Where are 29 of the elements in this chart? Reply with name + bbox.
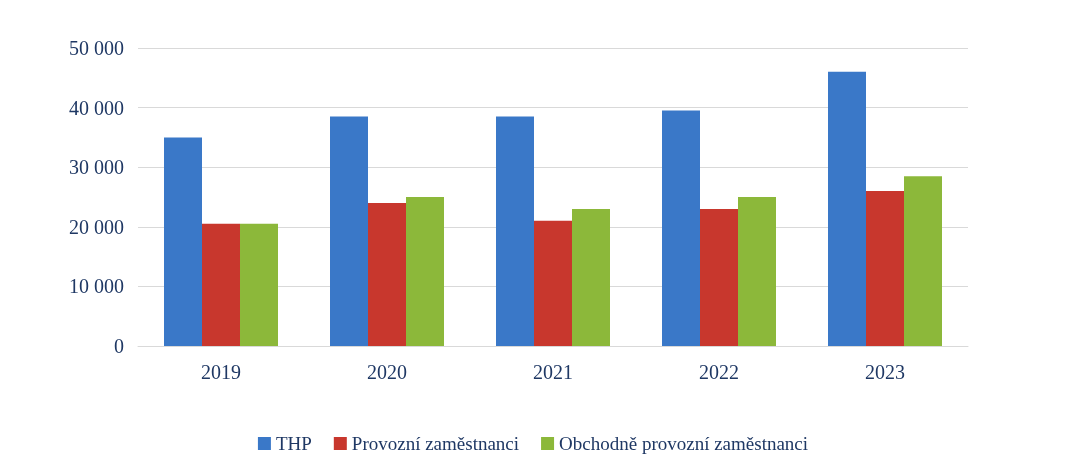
bar xyxy=(828,71,866,346)
bar xyxy=(240,223,278,346)
bar xyxy=(662,110,700,346)
x-tick-label: 2023 xyxy=(865,361,905,383)
x-tick-label: 2022 xyxy=(699,361,739,383)
x-tick-label: 2019 xyxy=(201,361,241,383)
bar xyxy=(866,191,904,346)
legend-label: Obchodně provozní zaměstnanci xyxy=(559,433,809,454)
bar xyxy=(572,208,610,346)
y-tick-label: 10 000 xyxy=(69,275,124,298)
legend-label: Provozní zaměstnanci xyxy=(351,433,520,454)
y-tick-label: 20 000 xyxy=(69,215,124,238)
x-tick-label: 2021 xyxy=(533,361,573,383)
bar xyxy=(700,208,738,346)
x-tick-label: 2020 xyxy=(367,361,407,383)
bar xyxy=(406,197,444,346)
bar xyxy=(904,176,942,346)
bar xyxy=(164,137,202,346)
y-tick-label: 30 000 xyxy=(69,156,124,179)
bar xyxy=(496,116,534,346)
y-tick-label: 50 000 xyxy=(69,37,124,59)
legend-label: THP xyxy=(275,433,312,454)
bar xyxy=(738,197,776,346)
bar xyxy=(330,116,368,346)
y-tick-label: 0 xyxy=(114,335,124,357)
y-tick-label: 40 000 xyxy=(69,96,124,119)
bar xyxy=(368,202,406,346)
bar xyxy=(534,220,572,346)
bar xyxy=(202,223,240,346)
